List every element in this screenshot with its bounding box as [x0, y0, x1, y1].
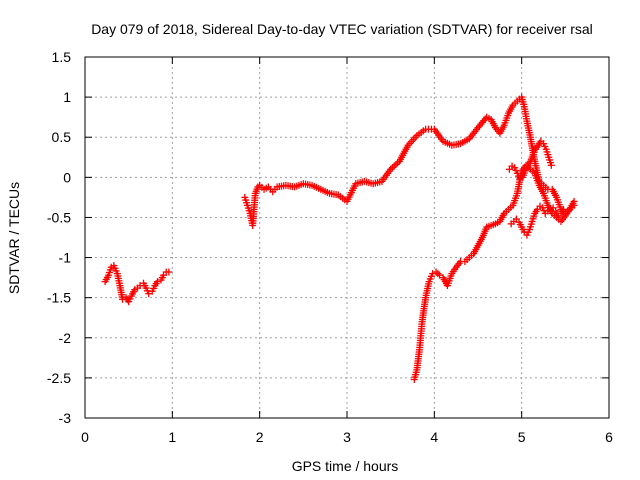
x-tick-label: 4: [430, 429, 438, 445]
x-tick-label: 2: [256, 429, 264, 445]
x-tick-labels: 0 1 2 3 4 5 6: [81, 429, 613, 445]
data-point: [547, 161, 555, 169]
y-tick-label: 0: [63, 169, 71, 185]
y-tick-label: -1.5: [47, 290, 71, 306]
x-tick-label: 5: [518, 429, 526, 445]
y-tick-label: -3: [59, 410, 72, 426]
y-tick-label: 1.5: [52, 49, 72, 65]
y-tick-label: -1: [59, 250, 72, 266]
x-tick-label: 1: [168, 429, 176, 445]
axis-ticks: [84, 56, 610, 419]
data-marks: [101, 93, 578, 383]
y-tick-label: 0.5: [52, 129, 72, 145]
data-point: [570, 201, 578, 209]
y-tick-label: 1: [63, 89, 71, 105]
x-tick-label: 3: [343, 429, 351, 445]
data-point: [560, 205, 568, 213]
y-tick-label: -2.5: [47, 370, 71, 386]
y-tick-label: -0.5: [47, 209, 71, 225]
chart-title: Day 079 of 2018, Sidereal Day-to-day VTE…: [91, 21, 593, 37]
x-tick-label: 0: [81, 429, 89, 445]
data-point: [153, 278, 161, 286]
x-axis-title: GPS time / hours: [292, 458, 399, 474]
y-tick-labels: -3 -2.5 -2 -1.5 -1 -0.5 0 0.5 1 1.5: [47, 49, 71, 426]
y-axis-title: SDTVAR / TECUs: [6, 182, 22, 294]
y-tick-label: -2: [59, 330, 72, 346]
data-point: [165, 268, 173, 276]
x-tick-label: 6: [605, 429, 613, 445]
